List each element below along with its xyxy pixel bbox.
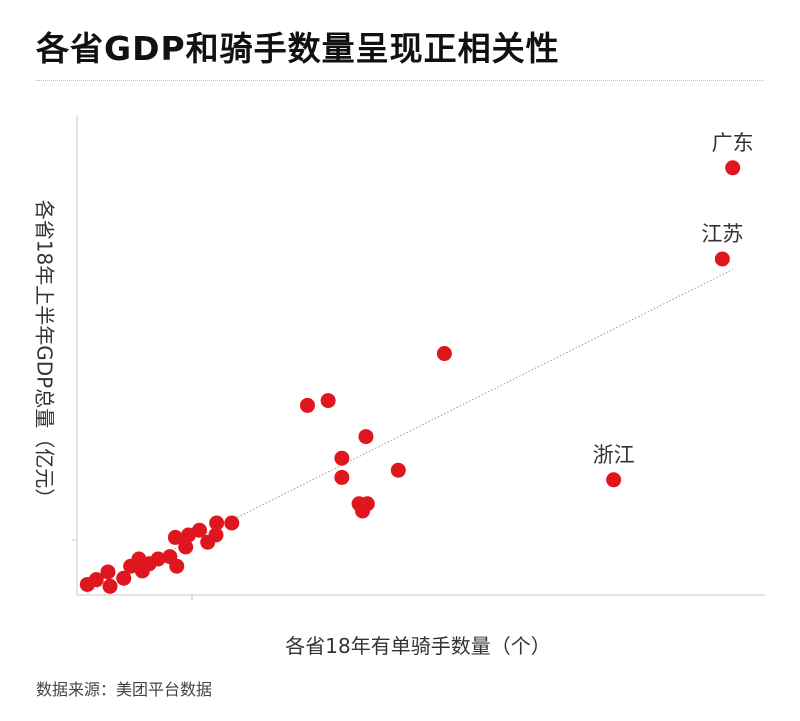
data-point [606, 472, 622, 488]
data-point [208, 527, 224, 543]
data-point [167, 529, 183, 545]
title-divider [36, 80, 764, 81]
data-points: 浙江 江苏 广东 [79, 131, 754, 594]
data-point [224, 515, 240, 531]
point-label: 江苏 [701, 222, 743, 246]
data-point [358, 429, 374, 445]
point-label: 浙江 [593, 443, 635, 467]
data-point [359, 496, 375, 512]
data-point [299, 397, 315, 413]
data-point [320, 393, 336, 409]
data-point [116, 570, 132, 586]
data-point [209, 515, 225, 531]
data-point [178, 539, 194, 555]
data-point [714, 251, 730, 267]
data-point [150, 551, 166, 567]
data-point [191, 522, 207, 538]
y-axis-label: 各省18年上半年GDP总量（亿元） [32, 199, 57, 509]
chart-title: 各省GDP和骑手数量呈现正相关性 [36, 29, 560, 68]
point-label: 广东 [712, 131, 754, 155]
data-source-note: 数据来源：美团平台数据 [36, 680, 213, 699]
data-point [725, 160, 741, 176]
data-point [169, 558, 185, 574]
data-point [390, 462, 406, 478]
data-point [436, 346, 452, 362]
data-point [102, 578, 118, 594]
x-axis-label: 各省18年有单骑手数量（个） [285, 634, 551, 658]
data-point [334, 469, 350, 485]
data-point [88, 572, 104, 588]
data-point [334, 450, 350, 466]
data-point [100, 564, 116, 580]
